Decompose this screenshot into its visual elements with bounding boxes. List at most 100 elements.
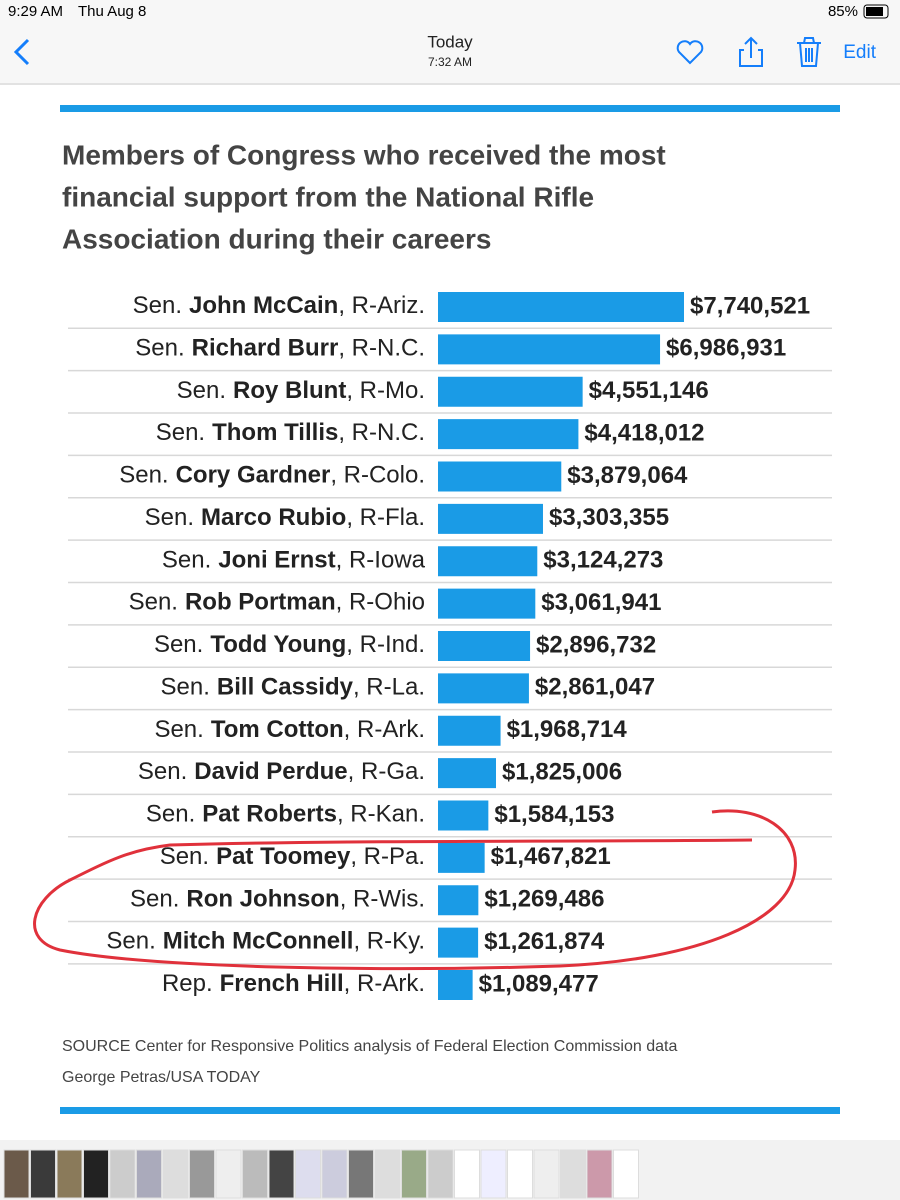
thumbnail[interactable] (109, 1149, 136, 1199)
nav-subtitle: 7:32 AM (428, 55, 472, 69)
thumbnail[interactable] (533, 1149, 560, 1199)
bar (438, 800, 489, 831)
battery-fill (866, 7, 883, 16)
row-label: Sen. Thom Tillis, R-N.C. (156, 419, 425, 446)
thumbnail[interactable] (454, 1149, 480, 1199)
thumbnail[interactable] (268, 1149, 295, 1199)
value-label: $3,303,355 (549, 504, 669, 531)
row-label: Sen. Richard Burr, R-N.C. (135, 335, 425, 362)
bar (438, 503, 543, 534)
member-district: , R-Ark. (344, 716, 425, 743)
thumbnail[interactable] (295, 1149, 321, 1199)
bar (438, 631, 531, 661)
member-title: Sen. (106, 928, 155, 955)
row-label: Sen. Marco Rubio, R-Fla. (145, 504, 425, 531)
thumbnail[interactable] (321, 1149, 348, 1199)
value-label: $1,089,477 (479, 970, 599, 997)
member-district: , R-Pa. (350, 843, 425, 870)
row-label: Sen. Roy Blunt, R-Mo. (177, 377, 425, 404)
thumbnail[interactable] (586, 1149, 613, 1199)
thumbnail[interactable] (374, 1149, 401, 1199)
chart-title: Members of Congress who received the mos… (62, 139, 666, 170)
member-title: Sen. (119, 462, 168, 489)
share-button[interactable] (739, 36, 763, 67)
thumbnail[interactable] (401, 1149, 427, 1199)
source-note: SOURCE Center for Responsive Politics an… (62, 1038, 677, 1055)
edit-button[interactable]: Edit (843, 42, 876, 63)
chart: Members of Congress who received the mos… (62, 139, 832, 1086)
member-name: Thom Tillis (212, 419, 338, 446)
member-name: David Perdue (194, 758, 347, 785)
member-district: , R-Fla. (346, 504, 425, 531)
thumbnail[interactable] (136, 1149, 162, 1199)
member-name: Cory Gardner (176, 462, 331, 489)
thumbnail[interactable] (56, 1149, 83, 1199)
bar (438, 546, 538, 577)
thumbnail[interactable] (162, 1149, 189, 1199)
value-label: $1,269,486 (484, 886, 604, 913)
member-district: , R-Ohio (336, 589, 425, 616)
thumbnail[interactable] (3, 1149, 30, 1199)
member-title: Sen. (138, 758, 187, 785)
thumbnail[interactable] (83, 1149, 109, 1199)
chart-title: financial support from the National Rifl… (62, 181, 594, 212)
bar (438, 419, 579, 450)
bar (438, 758, 497, 789)
top-rule (60, 105, 840, 112)
member-name: Mitch McConnell (163, 928, 354, 955)
back-button[interactable] (13, 38, 30, 66)
member-name: Todd Young (210, 631, 346, 658)
thumbnails[interactable] (3, 1149, 639, 1199)
row-label: Sen. Tom Cotton, R-Ark. (154, 716, 425, 743)
hand-drawn-circle (33, 809, 797, 971)
member-title: Sen. (129, 589, 178, 616)
value-label: $1,968,714 (507, 716, 628, 743)
member-name: French Hill (220, 970, 344, 997)
thumbnail[interactable] (242, 1149, 268, 1199)
value-label: $6,986,931 (666, 335, 786, 362)
credit-note: George Petras/USA TODAY (62, 1069, 261, 1086)
member-name: Richard Burr (192, 335, 339, 362)
bar (438, 588, 536, 619)
bar (438, 842, 485, 873)
member-name: Rob Portman (185, 589, 336, 616)
thumbnail[interactable] (215, 1149, 242, 1199)
thumbnail[interactable] (427, 1149, 454, 1199)
member-district: , R-Kan. (337, 801, 425, 828)
value-label: $3,879,064 (567, 462, 688, 489)
thumbnail[interactable] (348, 1149, 374, 1199)
member-title: Sen. (133, 292, 182, 319)
bar (438, 927, 479, 958)
delete-button[interactable] (797, 37, 821, 67)
row-label: Sen. John McCain, R-Ariz. (133, 292, 425, 319)
member-title: Rep. (162, 970, 213, 997)
nav-title: Today (427, 32, 473, 51)
member-name: Roy Blunt (233, 377, 346, 404)
thumbnail[interactable] (480, 1149, 507, 1199)
thumbnail[interactable] (30, 1149, 56, 1199)
member-title: Sen. (154, 631, 203, 658)
chart-title: Association during their careers (62, 223, 491, 254)
favorite-button[interactable] (676, 40, 704, 65)
thumbnail[interactable] (560, 1149, 586, 1199)
member-district: , R-N.C. (338, 419, 425, 446)
thumbnail[interactable] (613, 1149, 639, 1199)
thumbnail[interactable] (507, 1149, 533, 1199)
member-district: , R-La. (353, 674, 425, 701)
member-title: Sen. (156, 419, 205, 446)
row-label: Sen. Pat Toomey, R-Pa. (160, 843, 425, 870)
member-district: , R-Iowa (336, 547, 426, 574)
member-title: Sen. (130, 886, 179, 913)
member-title: Sen. (154, 716, 203, 743)
value-label: $3,061,941 (541, 589, 661, 616)
member-name: Pat Roberts (202, 801, 337, 828)
bar (438, 970, 473, 1000)
bar (438, 334, 661, 365)
status-date: Thu Aug 8 (78, 3, 146, 20)
member-district: , R-Ky. (353, 928, 425, 955)
bar (438, 715, 501, 746)
member-title: Sen. (145, 504, 194, 531)
thumbnail[interactable] (189, 1149, 215, 1199)
row-label: Sen. Bill Cassidy, R-La. (161, 674, 425, 701)
row-label: Sen. Rob Portman, R-Ohio (129, 589, 425, 616)
